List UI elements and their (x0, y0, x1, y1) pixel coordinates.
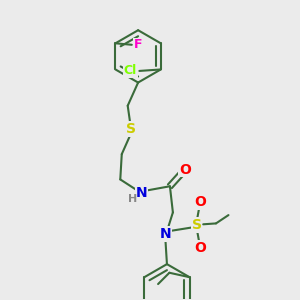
Text: N: N (136, 186, 148, 200)
Text: S: S (126, 122, 136, 136)
Text: S: S (192, 218, 202, 232)
Text: Cl: Cl (124, 64, 137, 77)
Text: F: F (134, 38, 142, 51)
Text: N: N (160, 227, 171, 241)
Text: O: O (195, 241, 206, 255)
Text: H: H (128, 194, 137, 204)
Text: O: O (179, 163, 191, 177)
Text: O: O (195, 195, 206, 209)
